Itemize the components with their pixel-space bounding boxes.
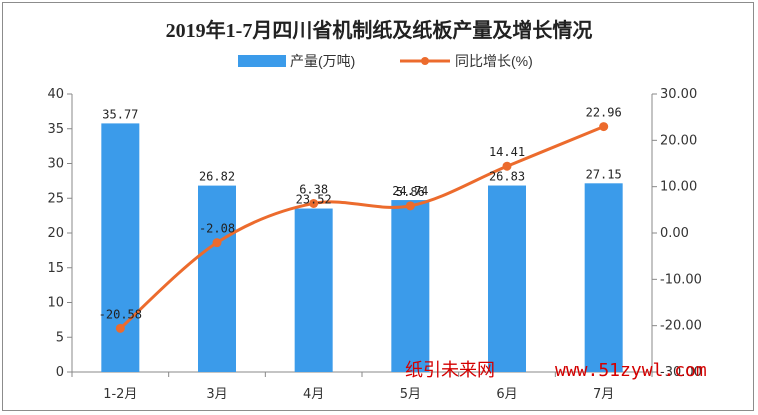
growth-value-label: -20.58 — [99, 307, 142, 321]
bar-value-label: 23.52 — [296, 193, 332, 207]
growth-point — [405, 201, 415, 211]
legend: 产量(万吨) 同比增长(%) — [238, 53, 533, 69]
y-left-tick-label: 35 — [47, 122, 64, 137]
x-tick-label: 6月 — [496, 387, 517, 402]
bar — [584, 183, 623, 372]
y-right-tick-label: -20.00 — [660, 319, 702, 334]
growth-value-label: 22.96 — [586, 106, 622, 120]
y-right-tick-label: 0.00 — [660, 226, 689, 241]
x-tick-label: 7月 — [593, 387, 614, 402]
data-labels: 35.77 26.82 23.52 24.74 26.83 27.15 -20.58 -2.0… — [99, 106, 622, 322]
growth-line — [115, 122, 609, 333]
growth-point — [309, 198, 319, 208]
y-left-tick-label: 5 — [56, 330, 64, 345]
y-right-tick-label: 10.00 — [660, 180, 697, 195]
y-left-tick-label: 25 — [47, 191, 64, 206]
bar-value-label: 26.83 — [489, 170, 525, 184]
x-tick-label: 1-2月 — [103, 387, 137, 402]
y-left-tick-label: 15 — [47, 261, 64, 276]
growth-value-label: -2.08 — [199, 222, 235, 236]
bar — [488, 185, 526, 372]
chart-title: 2019年1-7月四川省机制纸及纸板产量及增长情况 — [166, 18, 593, 42]
bar — [198, 185, 236, 372]
x-tick-label: 3月 — [206, 387, 227, 402]
bar-value-label: 35.77 — [102, 107, 138, 121]
legend-line-label: 同比增长(%) — [455, 53, 533, 69]
watermark-left: 纸引未来网 — [405, 360, 495, 381]
y-left-tick-label: 0 — [56, 365, 64, 380]
y-left-tick-label: 40 — [47, 87, 64, 102]
x-tick-label: 4月 — [303, 387, 324, 402]
growth-point — [212, 238, 222, 248]
bar-value-label: 27.15 — [586, 167, 622, 181]
watermark-right: www.51zywl.com — [555, 360, 707, 381]
y-left-tick-label: 30 — [47, 157, 64, 172]
legend-bar-swatch — [238, 55, 286, 67]
growth-value-label: 6.38 — [299, 182, 328, 196]
y-left-tick-label: 20 — [47, 226, 64, 241]
bar — [391, 200, 430, 372]
bar — [101, 123, 140, 372]
y-left-tick-label: 10 — [47, 296, 64, 311]
y-right-tick-label: -10.00 — [660, 272, 702, 287]
legend-line-marker — [421, 57, 429, 65]
growth-value-label: 5.86 — [396, 185, 425, 199]
legend-bar-label: 产量(万吨) — [290, 53, 355, 69]
x-tick-label: 5月 — [400, 387, 421, 402]
bar-value-label: 26.82 — [199, 170, 235, 184]
y-right-tick-label: 30.00 — [660, 87, 697, 102]
growth-point — [115, 323, 125, 333]
growth-line-path — [119, 125, 605, 330]
y-right-tick-label: 20.00 — [660, 133, 697, 148]
y-right-tick-label: -30.00 — [660, 365, 702, 380]
growth-point — [599, 122, 609, 132]
bars — [101, 123, 623, 372]
bar-value-label: 24.74 — [392, 184, 428, 198]
growth-point — [502, 161, 512, 171]
axes: 0 5 10 15 20 25 30 35 40 -30.00 -20.00 -10.00 0.00 10… — [47, 87, 701, 402]
growth-value-label: 14.41 — [489, 145, 525, 159]
bar — [294, 208, 333, 372]
